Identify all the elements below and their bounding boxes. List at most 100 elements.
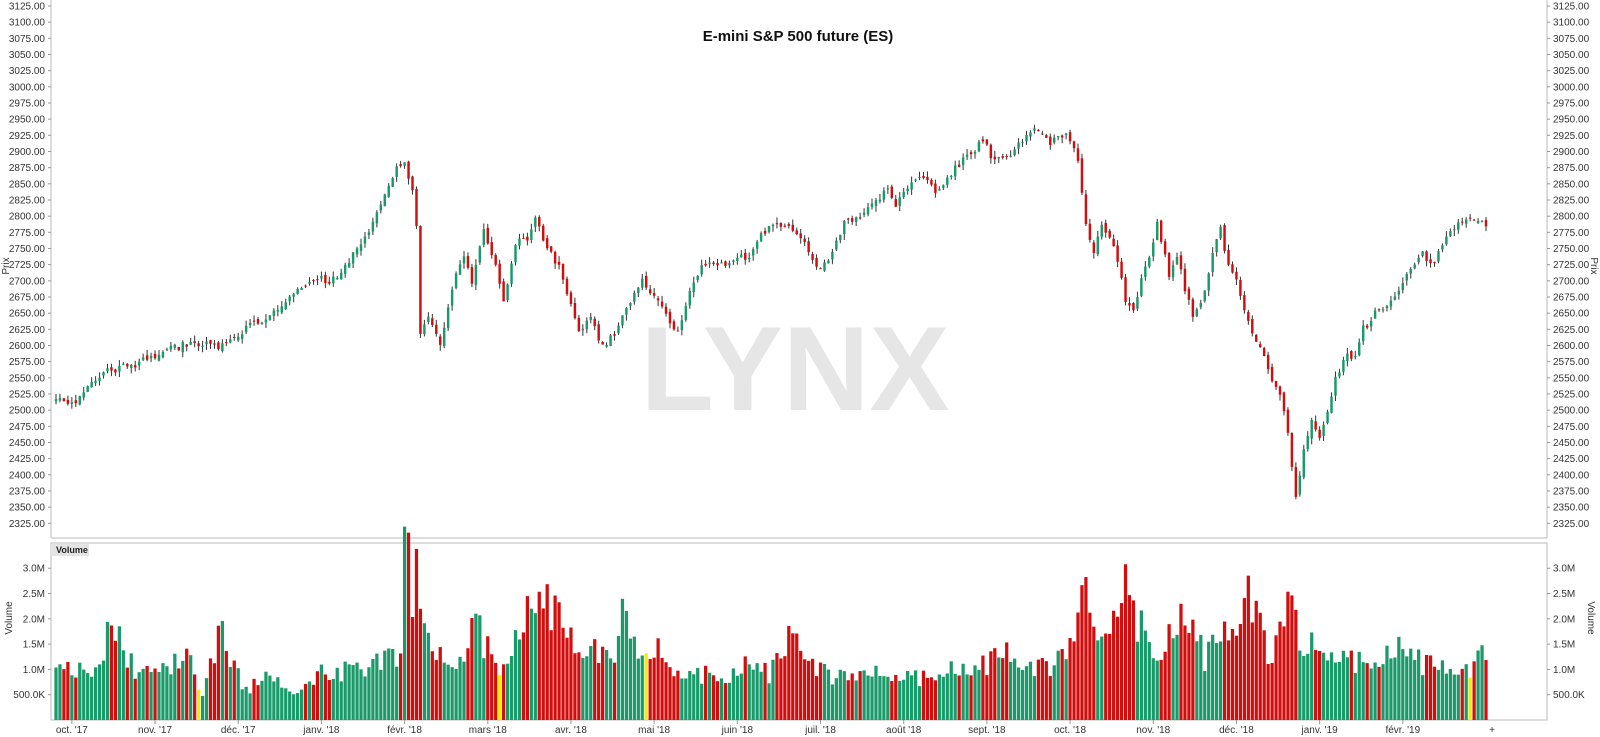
candle-body [458,264,462,275]
candle-body [1116,245,1119,262]
volume-bar [1009,661,1013,720]
candle-body [1298,475,1302,495]
x-tick-label: juin '18 [721,725,754,736]
candle-body [910,182,913,190]
watermark: LYNX [640,302,949,436]
volume-bar [1476,650,1480,720]
candle-body [1294,467,1298,497]
candle-body [644,276,648,288]
volume-bar [1401,649,1405,720]
volume-bar [74,677,78,720]
candle-body [276,310,280,312]
candle-body [1187,288,1191,300]
volume-bar [54,667,58,720]
volume-bar [1278,621,1282,720]
volume-bar [1195,641,1199,720]
candle-body [54,399,58,402]
volume-bar [525,596,530,720]
price-axis-label-left: Prix [1,257,12,274]
candle-body [621,315,624,326]
price-tick-label-right: 2825.00 [1553,195,1590,206]
candle-body [1453,229,1456,231]
candle-body [1231,264,1234,273]
candle-body [1417,257,1420,263]
volume-bar [533,613,537,720]
candle-body [177,346,181,351]
volume-bar [589,646,593,720]
price-tick-label-left: 2750.00 [9,244,46,255]
volume-bar [1341,650,1346,720]
candle-body [339,272,343,279]
volume-bar [957,675,961,720]
volume-bar [1393,657,1397,720]
candle-body [1227,249,1230,265]
candle-body [629,303,632,306]
candle-body [165,349,169,351]
volume-bar [450,667,454,720]
volume-bar [739,673,743,720]
volume-bar [941,676,945,720]
volume-bar [838,669,842,720]
volume-bar [232,660,236,720]
candle-body [617,325,620,334]
candle-body [439,336,442,345]
volume-bar [1456,674,1460,720]
candle-body [1167,252,1171,277]
volume-bar [1329,652,1334,720]
volume-tick-label-left: 500.0K [13,690,45,701]
candle-body [593,318,596,327]
volume-bar [204,678,209,720]
candle-body [1128,303,1131,306]
volume-tick-label-right: 2.5M [1553,589,1575,600]
price-panel-frame [50,0,1548,539]
candle-body [1045,135,1048,138]
candle-body [86,386,89,392]
volume-bar [953,673,957,720]
volume-bar [1056,650,1060,720]
volume-bar [236,668,240,720]
candle-body [1056,136,1060,138]
volume-bar [1413,659,1417,720]
volume-bar [743,656,747,720]
volume-bar [1290,595,1294,720]
volume-bar [1131,600,1136,720]
candle-body [1480,221,1484,223]
candle-body [141,357,145,360]
volume-bar [640,655,644,720]
volume-bar [1302,655,1306,720]
volume-bar [604,649,609,720]
volume-bar [1064,659,1068,720]
volume-bar [1480,645,1484,720]
candle-body [922,175,925,179]
candle-body [993,156,997,160]
candle-body [763,230,767,234]
candle-body [565,278,569,295]
candle-body [197,343,200,347]
candle-body [1342,359,1345,372]
volume-tick-label-right: 2.0M [1553,614,1575,625]
candle-body [1389,300,1393,307]
volume-tick-label-right: 1.5M [1553,640,1575,651]
candle-body [1401,282,1405,291]
volume-bar [969,675,973,720]
volume-bar [343,661,347,720]
volume-bar [1349,650,1353,720]
candle-body [1377,309,1381,311]
volume-bar [454,668,458,720]
volume-bar [684,678,688,720]
candle-body [1350,351,1353,359]
volume-bar [220,621,224,720]
volume-bar [937,674,941,720]
candle-body [1322,424,1325,436]
volume-bar [478,615,482,720]
volume-bar [498,674,502,720]
volume-bar [549,630,553,720]
candle-body [296,288,299,294]
candle-body [133,365,137,368]
volume-bar [78,662,82,720]
volume-bar [1417,649,1421,720]
candle-body [371,221,375,232]
volume-bar [331,678,335,720]
volume-bar [86,673,90,720]
volume-bar [1242,598,1246,720]
